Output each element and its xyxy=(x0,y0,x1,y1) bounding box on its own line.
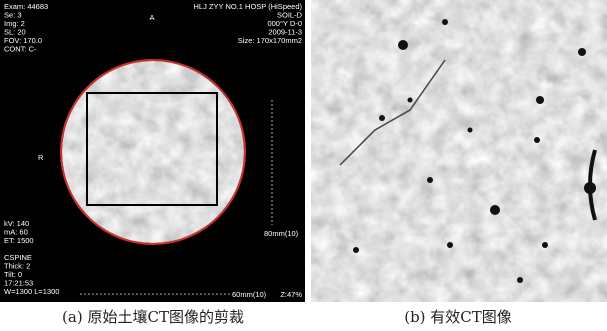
orientation-label: A xyxy=(149,13,154,22)
caption: (b) 有效CT图像 xyxy=(404,308,512,326)
overlay-text: Size: 170x170mm2 xyxy=(238,36,302,45)
scale-label: 80mm(10) xyxy=(264,229,299,238)
overlay-text: W=1300 L=1300 xyxy=(4,287,59,296)
cropped-image xyxy=(311,0,607,302)
ct-scan-panel: A R 80mm(10) 60mm(10) Z:47% xyxy=(0,0,305,302)
cropped-panel xyxy=(311,0,607,302)
zoom-label: Z:47% xyxy=(280,290,302,299)
overlay-text: CONT: C- xyxy=(4,45,37,54)
scale-label: 60mm(10) xyxy=(232,290,267,299)
overlay-text: ET: 1500 xyxy=(4,236,34,245)
caption: (a) 原始土壤CT图像的剪裁 xyxy=(62,308,244,326)
orientation-label: R xyxy=(38,153,44,162)
figure: A R 80mm(10) 60mm(10) Z:47% (a) 原始土壤CT图像… xyxy=(0,0,607,331)
